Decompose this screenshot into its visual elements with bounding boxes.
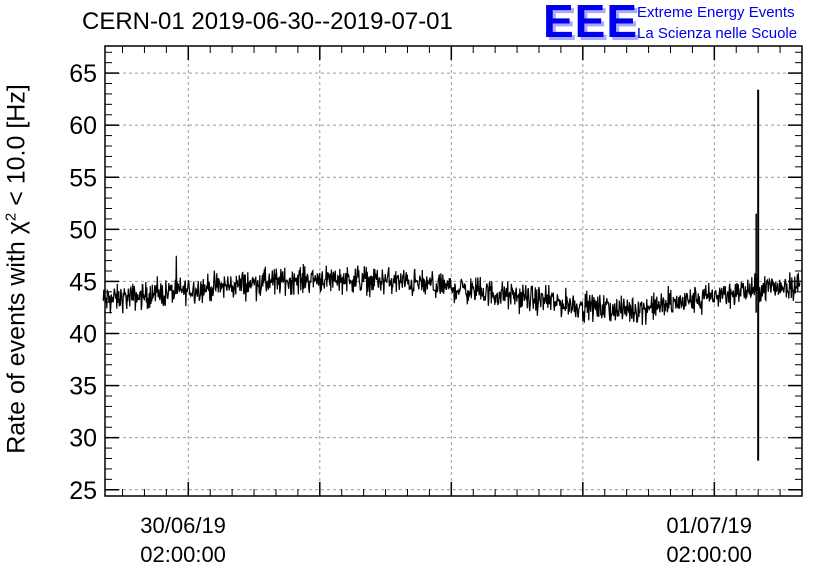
y-axis-label-tail: < 10.0 [Hz]: [2, 84, 31, 213]
x-tick-time: 02:00:00: [140, 542, 226, 567]
rate-series-line: [102, 255, 801, 326]
x-tick-label: 01/07/19 02:00:00: [666, 511, 752, 569]
logo-line-1: Extreme Energy Events: [637, 4, 795, 21]
x-tick-date: 01/07/19: [666, 513, 752, 538]
y-tick-label: 55: [69, 164, 97, 192]
y-tick-label: 60: [69, 112, 97, 140]
y-tick-label: 30: [69, 425, 97, 453]
chart-title: CERN-01 2019-06-30--2019-07-01: [82, 8, 453, 35]
y-axis-label: Rate of events with χ2 < 10.0 [Hz]: [2, 84, 31, 454]
x-tick-label: 30/06/19 02:00:00: [140, 511, 226, 569]
x-tick-time: 02:00:00: [666, 542, 752, 567]
y-axis-label-main: Rate of events with χ: [2, 221, 31, 454]
y-tick-label: 65: [69, 60, 97, 88]
x-tick-date: 30/06/19: [140, 513, 226, 538]
y-tick-label: 50: [69, 216, 97, 244]
y-tick-label: 25: [69, 477, 97, 505]
logo-line-2: La Scienza nelle Scuole: [637, 25, 798, 42]
plot-frame: [104, 45, 803, 497]
y-tick-label: 40: [69, 321, 97, 349]
y-tick-label: 45: [69, 268, 97, 296]
y-axis-label-sup: 2: [2, 212, 20, 222]
y-tick-label: 35: [69, 373, 97, 401]
eee-logo-mark: EEE: [543, 0, 639, 47]
